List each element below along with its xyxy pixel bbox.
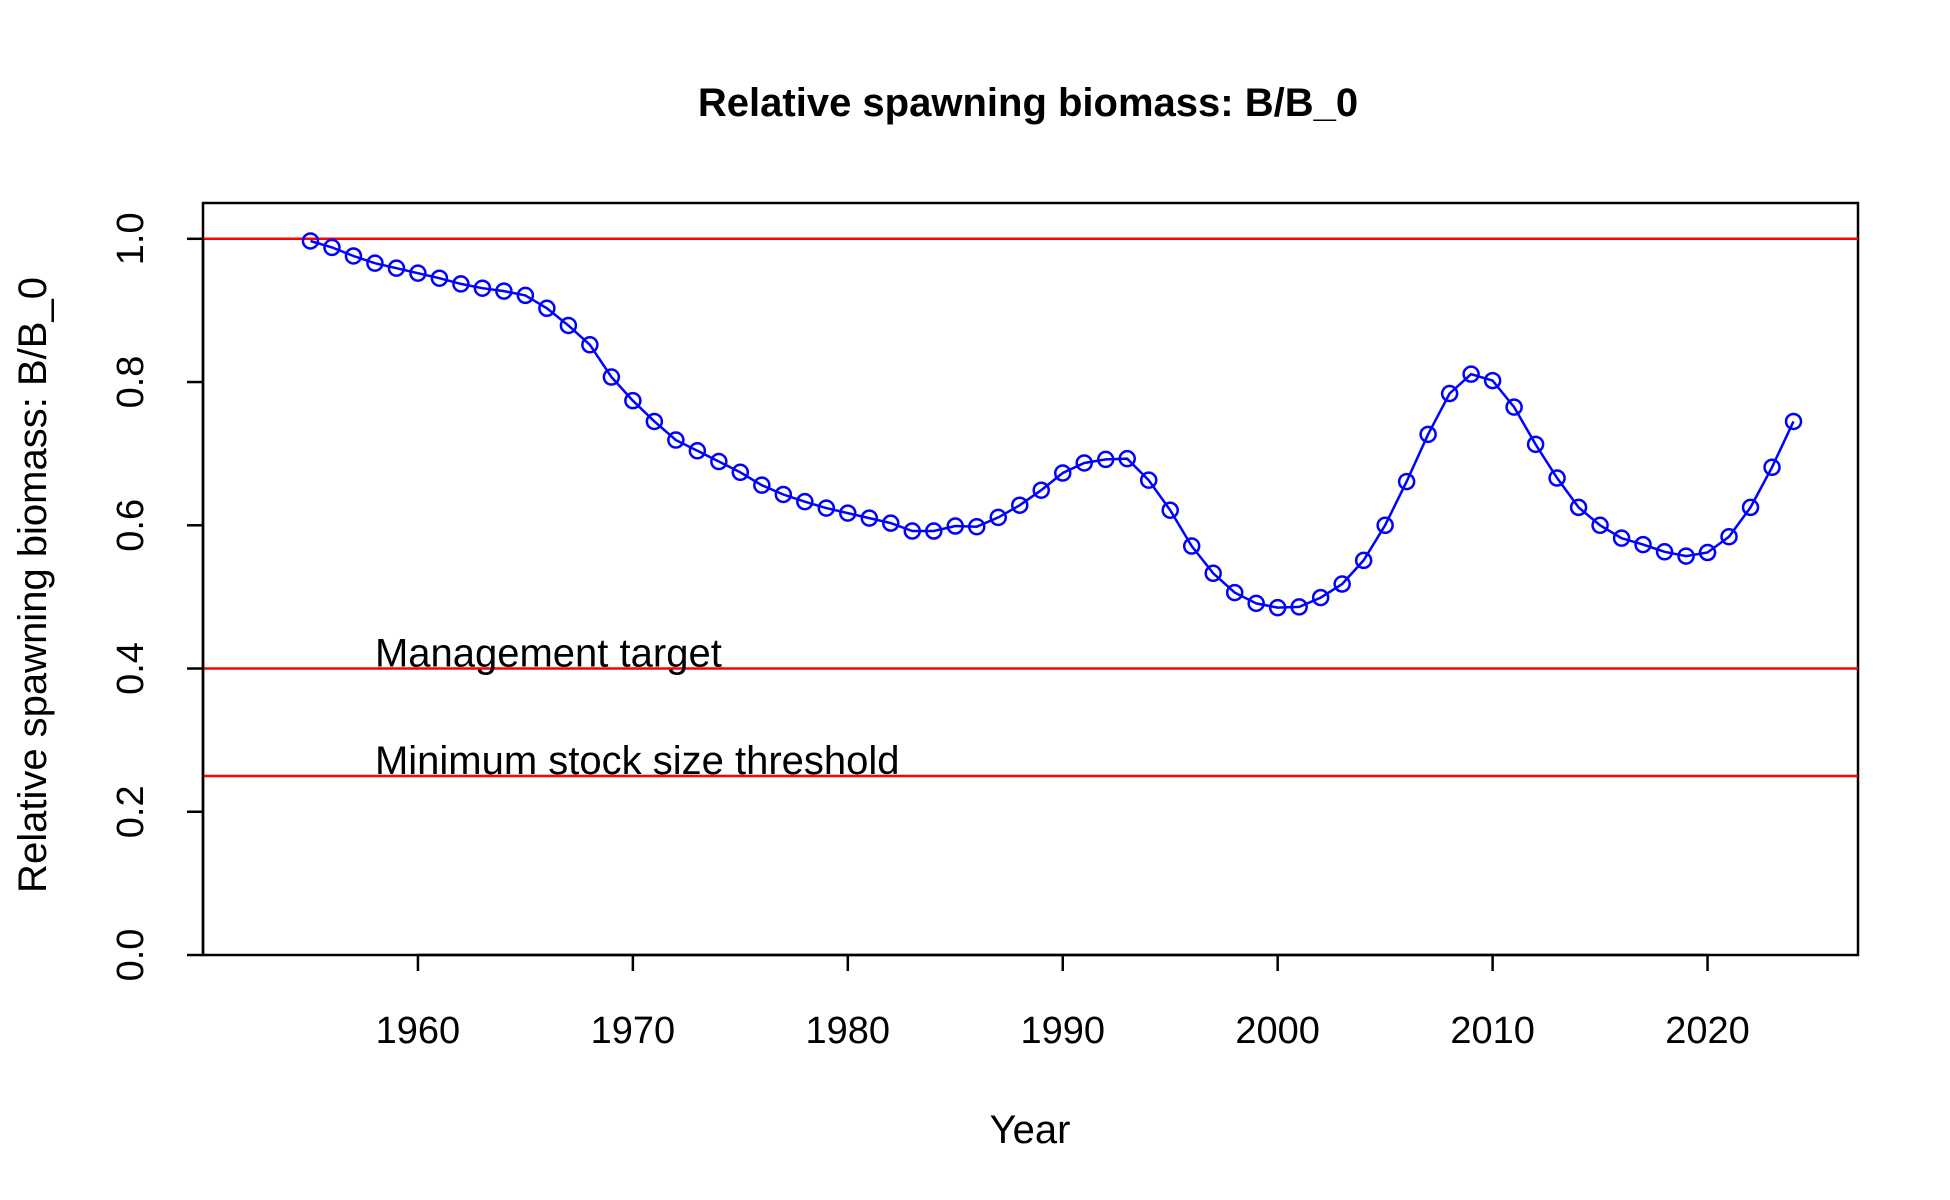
- data-point-2011: [1505, 398, 1523, 416]
- data-point-1986: [968, 517, 986, 536]
- data-point-2015: [1591, 516, 1609, 535]
- y-axis: 0.0 0.2 0.4 0.6 0.8 1.0: [110, 212, 205, 982]
- data-point-1968: [581, 336, 599, 354]
- data-point-2020: [1698, 543, 1717, 562]
- reference-lines: Management target Minimum stock size thre…: [203, 237, 1858, 783]
- data-point-1959: [387, 259, 406, 277]
- data-point-2006: [1397, 472, 1416, 491]
- data-point-1996: [1182, 537, 1201, 555]
- data-point-1980: [839, 504, 857, 522]
- data-point-1963: [473, 279, 492, 297]
- x-tick-label-2020: 2020: [1665, 1010, 1750, 1052]
- plot-frame: [201, 201, 1860, 957]
- series-line-0: [310, 239, 1795, 609]
- data-point-1988: [1011, 496, 1029, 514]
- y-tick-label-1: 0.2: [110, 785, 152, 838]
- data-point-1982: [882, 514, 900, 532]
- data-point-1962: [452, 275, 470, 293]
- data-point-1957: [344, 247, 363, 265]
- data-point-2023: [1763, 458, 1781, 477]
- data-point-1999: [1247, 594, 1265, 613]
- data-point-1977: [774, 485, 793, 504]
- data-point-2003: [1333, 575, 1351, 593]
- data-point-2002: [1311, 588, 1330, 607]
- data-point-1960: [409, 264, 427, 282]
- y-tick-label-2: 0.4: [110, 642, 152, 695]
- data-point-1990: [1053, 464, 1072, 482]
- data-point-2018: [1655, 543, 1674, 561]
- data-point-2007: [1419, 425, 1437, 444]
- data-point-1995: [1161, 501, 1179, 519]
- data-point-1997: [1204, 564, 1222, 583]
- y-tick-label-5: 1.0: [110, 212, 152, 265]
- series-layer: [301, 232, 1803, 617]
- data-point-1964: [495, 282, 513, 300]
- data-point-2000: [1268, 598, 1287, 617]
- chart-title: Relative spawning biomass: B/B_0: [698, 81, 1358, 125]
- data-point-1958: [366, 254, 384, 272]
- data-point-1976: [753, 476, 771, 494]
- data-point-1969: [602, 368, 621, 386]
- data-point-1981: [860, 509, 879, 527]
- data-point-1979: [817, 499, 836, 517]
- data-point-1989: [1032, 481, 1050, 499]
- data-point-2024: [1784, 412, 1803, 431]
- data-point-2005: [1376, 516, 1394, 535]
- data-point-2009: [1462, 365, 1480, 383]
- x-tick-label-1960: 1960: [376, 1010, 461, 1052]
- reference-label-1: Management target: [375, 632, 722, 676]
- data-point-1955: [301, 232, 320, 250]
- data-point-1975: [731, 463, 750, 482]
- data-point-2021: [1720, 527, 1738, 546]
- y-tick-label-4: 0.8: [110, 356, 152, 409]
- data-point-1992: [1096, 450, 1115, 469]
- data-point-1994: [1139, 471, 1158, 489]
- data-point-2004: [1354, 551, 1373, 570]
- data-point-1985: [946, 517, 965, 535]
- data-point-1967: [559, 316, 578, 335]
- data-point-1983: [903, 522, 922, 540]
- data-point-1991: [1075, 454, 1093, 472]
- y-axis-label: Relative spawning biomass: B/B_0: [11, 277, 55, 893]
- data-point-1970: [624, 391, 642, 410]
- data-point-2013: [1548, 469, 1566, 487]
- data-point-1956: [323, 238, 341, 257]
- data-point-2017: [1634, 535, 1652, 554]
- data-point-1984: [925, 522, 943, 540]
- data-point-1961: [430, 269, 449, 287]
- data-point-2010: [1483, 371, 1502, 390]
- data-point-1998: [1225, 583, 1244, 602]
- data-point-1973: [688, 442, 707, 460]
- data-point-1974: [710, 452, 728, 471]
- data-point-2012: [1526, 435, 1545, 454]
- reference-label-2: Minimum stock size threshold: [375, 739, 900, 783]
- data-point-2019: [1677, 547, 1695, 565]
- data-point-2022: [1741, 498, 1760, 517]
- x-tick-label-1970: 1970: [591, 1010, 676, 1052]
- data-point-2016: [1612, 529, 1631, 547]
- data-point-1972: [667, 431, 685, 449]
- x-axis: 1960 1970 1980 1990 2000 2010 2020: [376, 953, 1750, 1052]
- data-point-1971: [645, 412, 664, 431]
- x-tick-label-1980: 1980: [806, 1010, 891, 1052]
- data-point-1966: [538, 299, 556, 318]
- x-axis-label: Year: [990, 1108, 1071, 1152]
- data-point-1978: [796, 492, 814, 511]
- x-tick-label-2000: 2000: [1235, 1010, 1320, 1052]
- data-point-2001: [1290, 598, 1308, 616]
- y-tick-label-0: 0.0: [110, 929, 152, 982]
- x-tick-label-2010: 2010: [1450, 1010, 1535, 1052]
- data-point-1987: [989, 508, 1008, 527]
- data-point-1993: [1118, 449, 1136, 468]
- y-tick-label-3: 0.6: [110, 499, 152, 552]
- data-point-2014: [1569, 498, 1588, 517]
- data-point-2008: [1440, 384, 1459, 403]
- data-point-1965: [516, 286, 535, 305]
- x-tick-label-1990: 1990: [1020, 1010, 1105, 1052]
